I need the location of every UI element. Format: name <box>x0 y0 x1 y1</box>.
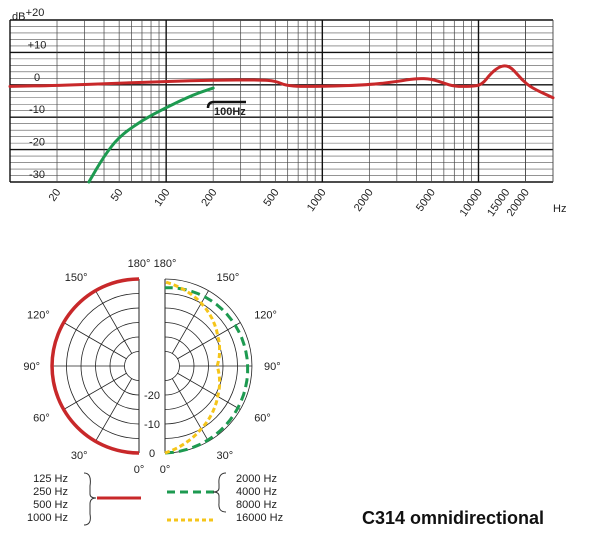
angle-label: 90° <box>264 361 281 373</box>
x-tick-label: 50 <box>109 187 126 204</box>
legend-left-item: 250 Hz <box>33 486 68 498</box>
legend-left-brace <box>83 472 97 526</box>
x-tick-label: 10000 <box>458 187 485 219</box>
angle-label: 120° <box>254 310 277 322</box>
y-tick-label: -10 <box>29 104 45 116</box>
x-tick-label: 2000 <box>352 187 376 214</box>
y-tick-label: +10 <box>28 39 47 51</box>
y-tick-label: -20 <box>29 137 45 149</box>
polar-ring-left <box>124 351 140 381</box>
frequency-series <box>8 64 555 184</box>
angle-label: 150° <box>217 272 240 284</box>
x-tick-label: 1000 <box>305 187 329 214</box>
polar-radial-labels: -20 -10 0 <box>144 390 160 460</box>
annotation-bracket <box>206 100 246 109</box>
polar-spoke-left <box>63 322 127 360</box>
radial-label: -10 <box>144 419 160 431</box>
legend-left-item: 125 Hz <box>33 473 68 485</box>
polar-spoke-right <box>177 372 241 410</box>
radial-label: 0 <box>149 448 155 460</box>
response-curve <box>87 86 215 184</box>
polar-spoke-left <box>95 290 133 354</box>
angle-label: 30° <box>71 450 88 462</box>
polar-series <box>50 277 250 455</box>
legend-right-item: 4000 Hz <box>236 486 277 498</box>
angle-label: 30° <box>217 450 234 462</box>
polar-spoke-right <box>177 322 241 360</box>
product-title: C314 omnidirectional <box>362 508 544 528</box>
response-curve <box>8 64 555 100</box>
polar-spoke-right <box>171 290 209 354</box>
polar-curve-mid <box>164 286 250 455</box>
angle-label: 0° <box>160 464 171 476</box>
x-tick-label: 500 <box>261 187 281 209</box>
polar-angle-labels: 180° 150° 120° 90° 60° 30° 0° 180° 150° 120° 90° 60… <box>23 258 280 476</box>
angle-label: 180° <box>154 258 177 270</box>
angle-label: 150° <box>65 272 88 284</box>
legend-right-item: 16000 Hz <box>236 512 283 524</box>
polar-spoke-left <box>95 378 133 442</box>
y-tick-label: +20 <box>26 7 45 19</box>
polar-spoke-right <box>171 378 209 442</box>
y-tick-label: 0 <box>34 72 40 84</box>
legend-left-item: 1000 Hz <box>27 512 68 524</box>
angle-label: 180° <box>128 258 151 270</box>
x-tick-label: 5000 <box>414 187 438 214</box>
annotation-label: 100Hz <box>214 106 246 118</box>
polar-curve-high <box>164 280 222 455</box>
legend-left-item: 500 Hz <box>33 499 68 511</box>
legend-right-item: 8000 Hz <box>236 499 277 511</box>
polar-ring-right <box>164 351 180 381</box>
x-axis-label: Hz <box>553 203 566 215</box>
angle-label: 0° <box>134 464 145 476</box>
polar-pattern-chart: 180° 150° 120° 90° 60° 30° 0° 180° 150° 120° 90° 60… <box>23 258 280 476</box>
legend-right-brace <box>212 472 227 513</box>
radial-label: -20 <box>144 390 160 402</box>
polar-curve-low <box>50 277 140 455</box>
angle-label: 60° <box>33 413 50 425</box>
annotation-100hz: 100Hz <box>206 100 246 118</box>
angle-label: 120° <box>27 310 50 322</box>
x-tick-label: 100 <box>152 187 172 209</box>
polar-spoke-left <box>63 372 127 410</box>
y-tick-label: -30 <box>29 169 45 181</box>
x-tick-label: 20 <box>47 187 64 204</box>
legend-right-item: 2000 Hz <box>236 473 277 485</box>
frequency-y-ticks: +20 +10 0 -10 -20 -30 <box>26 7 47 181</box>
x-tick-label: 200 <box>199 187 219 209</box>
frequency-response-chart: +20 +10 0 -10 -20 -30 20 50 100 200 500 1000 2000 50… <box>8 7 566 219</box>
frequency-grid <box>9 19 554 183</box>
angle-label: 90° <box>23 361 40 373</box>
y-axis-label: dB <box>12 11 25 23</box>
angle-label: 60° <box>254 413 271 425</box>
